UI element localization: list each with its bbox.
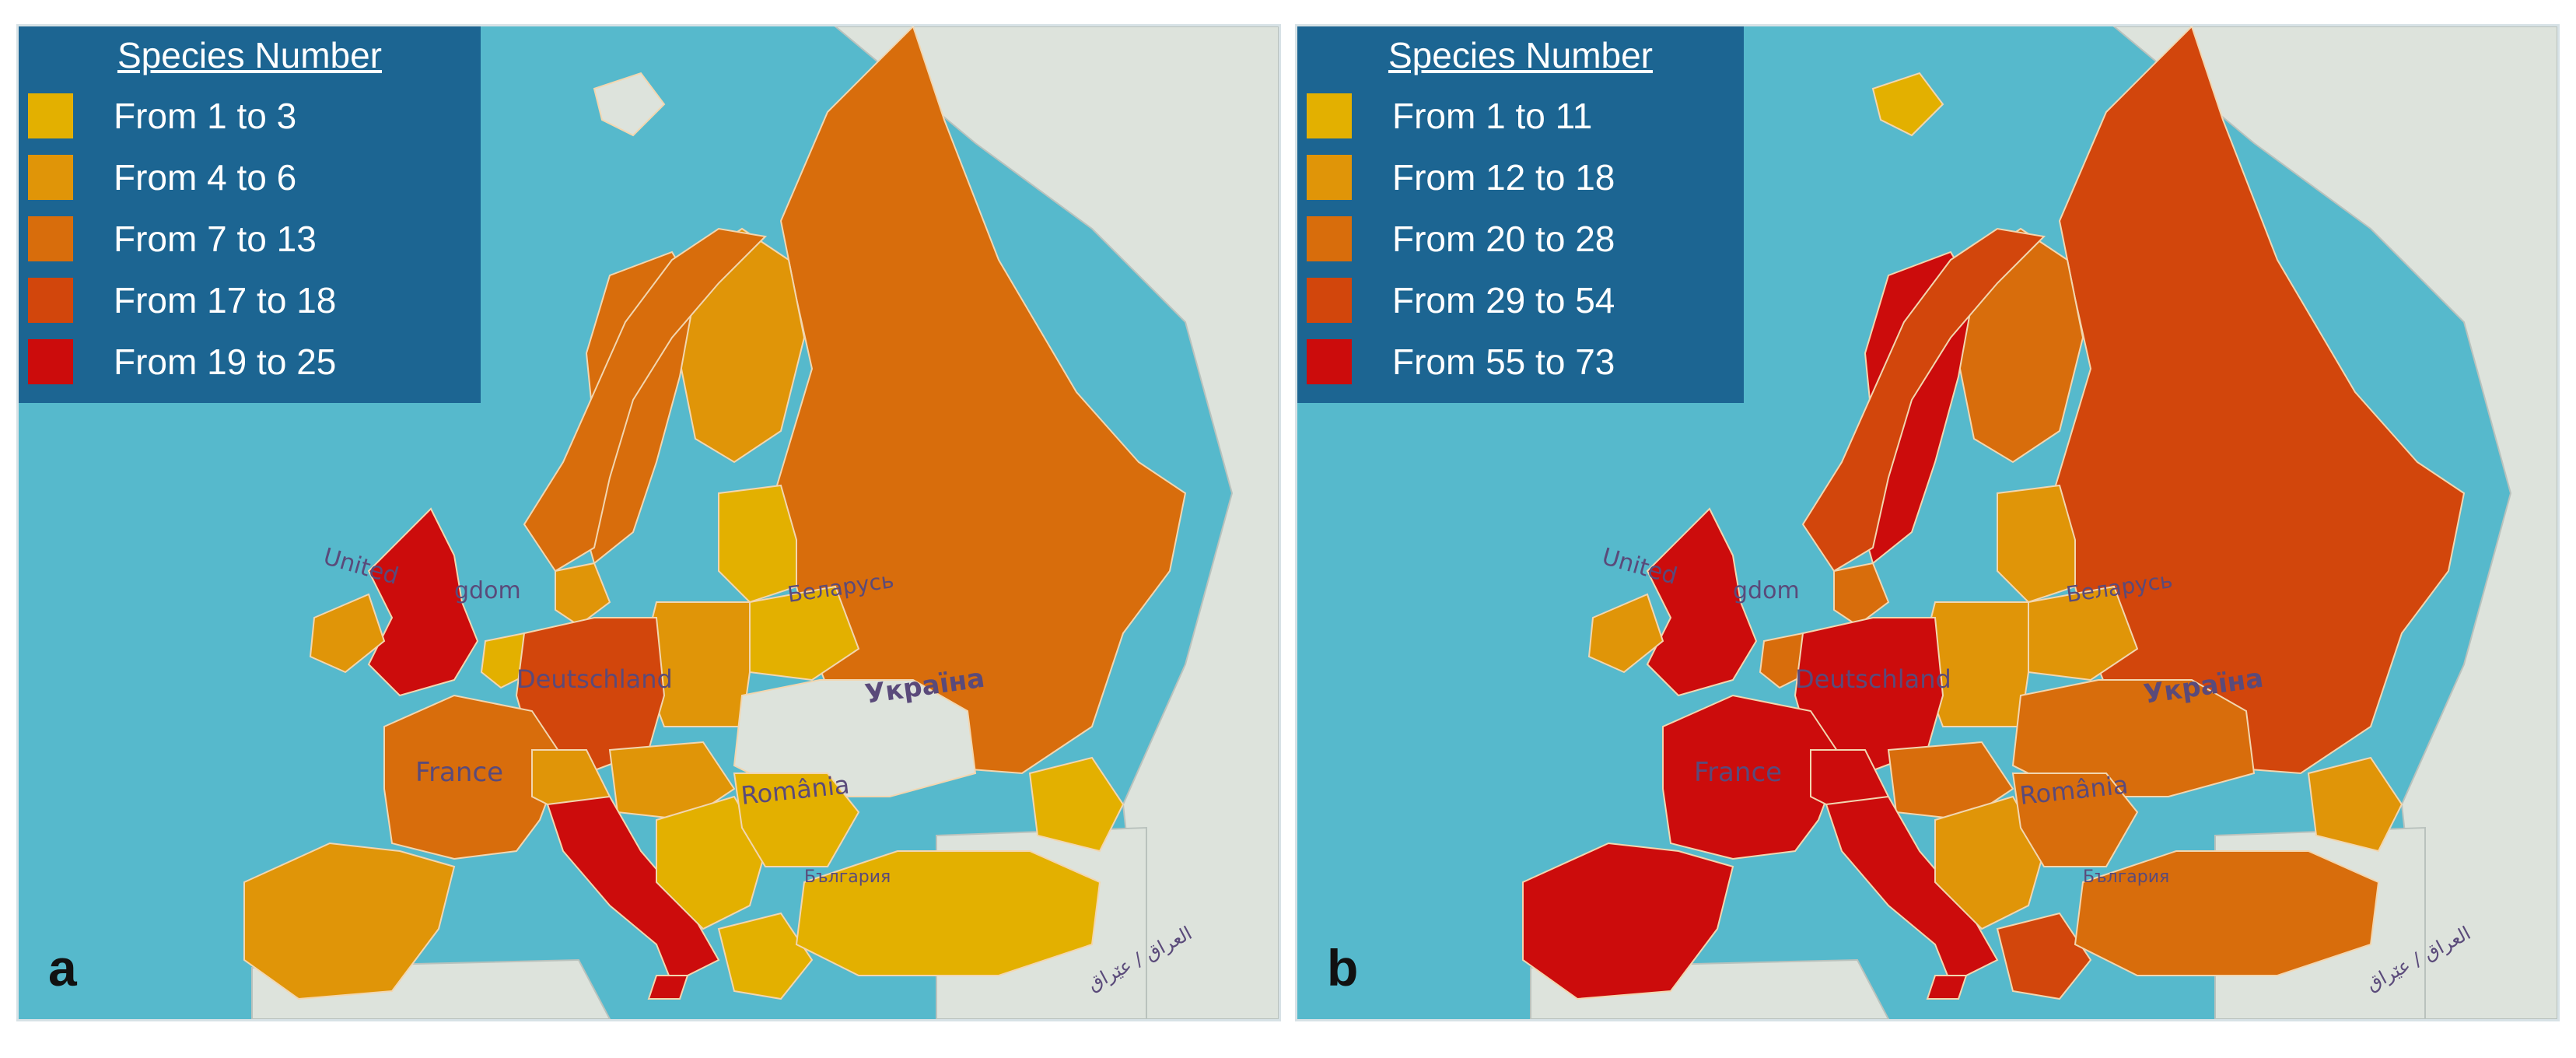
legend-label: From 1 to 11 — [1392, 96, 1593, 136]
region-turkey — [795, 850, 1101, 976]
legend-label: From 20 to 28 — [1392, 219, 1615, 259]
europe-map-b: United gdom Deutschland France Беларусь … — [1522, 26, 2557, 1019]
legend-swatch — [1307, 216, 1352, 261]
legend-item: From 20 to 28 — [1307, 213, 1615, 264]
legend-item: From 19 to 25 — [28, 336, 336, 387]
region-norway — [1801, 227, 2046, 573]
region-unmapped — [2112, 26, 2557, 1019]
legend-label: From 4 to 6 — [114, 157, 297, 198]
region-greece — [1996, 912, 2092, 1000]
region-ireland — [309, 593, 386, 674]
legend-label: From 55 to 73 — [1392, 342, 1615, 382]
legend-swatch — [1307, 278, 1352, 323]
countries — [243, 26, 1187, 1000]
region-norway — [523, 227, 768, 573]
region-unmapped — [834, 26, 1279, 1019]
region-caucasus — [1028, 756, 1125, 853]
legend-panel-b: Species Number From 1 to 11 From 12 to 1… — [1297, 26, 1744, 403]
panel-letter-a: a — [48, 939, 77, 997]
label-bulgaria: България — [2083, 867, 2169, 887]
region-italy — [647, 975, 689, 1000]
legend-title: Species Number — [1388, 35, 1654, 75]
region-balkans — [656, 795, 767, 930]
region-iceland-svalbard — [593, 72, 666, 137]
region-france — [1662, 694, 1843, 860]
legend-swatch — [28, 278, 73, 323]
region-italy — [1926, 975, 1968, 1000]
region-turkey — [2074, 850, 2380, 976]
legend-swatch — [28, 93, 73, 138]
label-france: France — [1694, 757, 1782, 788]
panel-letter-b: b — [1327, 939, 1359, 997]
region-denmark — [555, 562, 611, 627]
label-uk-right: gdom — [454, 577, 521, 604]
legend-label: From 17 to 18 — [114, 280, 337, 321]
legend-item: From 1 to 3 — [28, 90, 296, 142]
region-russia — [764, 26, 1187, 775]
europe-map-a: United gdom Deutschland France Беларусь … — [243, 26, 1279, 1019]
region-iceland-svalbard — [1871, 72, 1944, 137]
legend-swatch — [28, 339, 73, 384]
region-denmark — [1833, 562, 1890, 627]
countries — [1522, 26, 2466, 1000]
region-italy — [546, 795, 720, 985]
legend-label: From 1 to 3 — [114, 96, 297, 136]
region-france — [383, 694, 565, 860]
legend-panel-a: Species Number From 1 to 3 From 4 to 6 F… — [19, 26, 481, 403]
legend-item: From 12 to 18 — [1307, 152, 1615, 203]
legend-swatch — [1307, 93, 1352, 138]
legend-item: From 17 to 18 — [28, 275, 336, 326]
legend-item: From 1 to 11 — [1307, 90, 1592, 142]
region-ireland — [1587, 593, 1664, 674]
region-caucasus — [2307, 756, 2403, 853]
legend-item: From 29 to 54 — [1307, 275, 1615, 326]
legend-label: From 19 to 25 — [114, 342, 337, 382]
region-italy — [1825, 795, 1999, 985]
region-romania — [2011, 772, 2139, 867]
legend-item: From 7 to 13 — [28, 213, 317, 264]
region-baltics — [718, 484, 797, 604]
region-iberia — [243, 842, 456, 1000]
label-bulgaria: България — [804, 867, 891, 887]
region-russia — [2042, 26, 2466, 775]
legend-swatch — [28, 155, 73, 200]
label-uk-right: gdom — [1733, 577, 1800, 604]
legend-label: From 12 to 18 — [1392, 157, 1615, 198]
region-greece — [717, 912, 814, 1000]
label-france: France — [415, 757, 503, 788]
legend-title: Species Number — [117, 35, 383, 75]
legend-item: From 4 to 6 — [28, 152, 296, 203]
legend-item: From 55 to 73 — [1307, 336, 1615, 387]
map-panel-a: United gdom Deutschland France Беларусь … — [16, 24, 1281, 1021]
region-balkans — [1934, 795, 2046, 930]
legend-swatch — [1307, 155, 1352, 200]
legend-swatch — [28, 216, 73, 261]
map-panel-b: United gdom Deutschland France Беларусь … — [1295, 24, 2560, 1021]
region-iberia — [1522, 842, 1734, 1000]
label-germany: Deutschland — [1795, 664, 1951, 694]
legend-label: From 7 to 13 — [114, 219, 317, 259]
region-romania — [733, 772, 860, 867]
region-baltics — [1997, 484, 2076, 604]
legend-swatch — [1307, 339, 1352, 384]
legend-label: From 29 to 54 — [1392, 280, 1615, 321]
label-germany: Deutschland — [516, 664, 673, 694]
